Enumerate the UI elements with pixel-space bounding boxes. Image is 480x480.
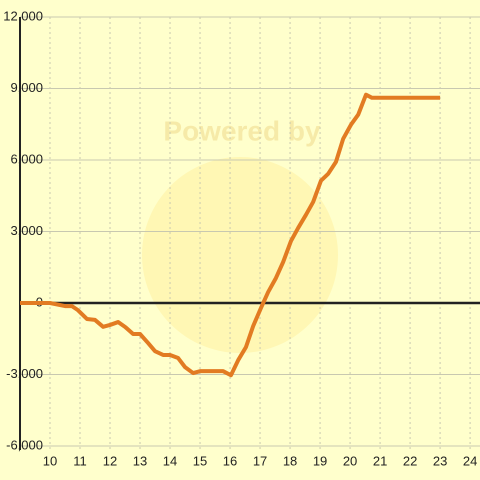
x-tick-label: 13 — [133, 453, 147, 468]
x-tick-label: 24 — [463, 453, 477, 468]
data-line — [20, 92, 441, 378]
y-tick-label: -3,000 — [6, 366, 43, 381]
x-tick-label: 14 — [163, 453, 177, 468]
x-tick-label: 18 — [283, 453, 297, 468]
x-tick-label: 19 — [313, 453, 327, 468]
x-tick-label: 16 — [223, 453, 237, 468]
y-tick-label: -6,000 — [6, 437, 43, 452]
x-tick-label: 15 — [193, 453, 207, 468]
y-tick-label: 9,000 — [10, 80, 43, 95]
x-tick-label: 10 — [43, 453, 57, 468]
x-tick-label: 21 — [373, 453, 387, 468]
y-tick-label: 12,000 — [3, 8, 43, 23]
y-tick-label: 6,000 — [10, 151, 43, 166]
x-tick-label: 11 — [73, 453, 87, 468]
watermark-logo — [142, 157, 338, 353]
x-tick-label: 23 — [433, 453, 447, 468]
x-tick-label: 12 — [103, 453, 117, 468]
watermark: Powered by — [163, 115, 321, 146]
x-tick-label: 22 — [403, 453, 417, 468]
x-tick-label: 17 — [253, 453, 267, 468]
x-tick-label: 20 — [343, 453, 357, 468]
y-tick-label: 3,000 — [10, 223, 43, 238]
